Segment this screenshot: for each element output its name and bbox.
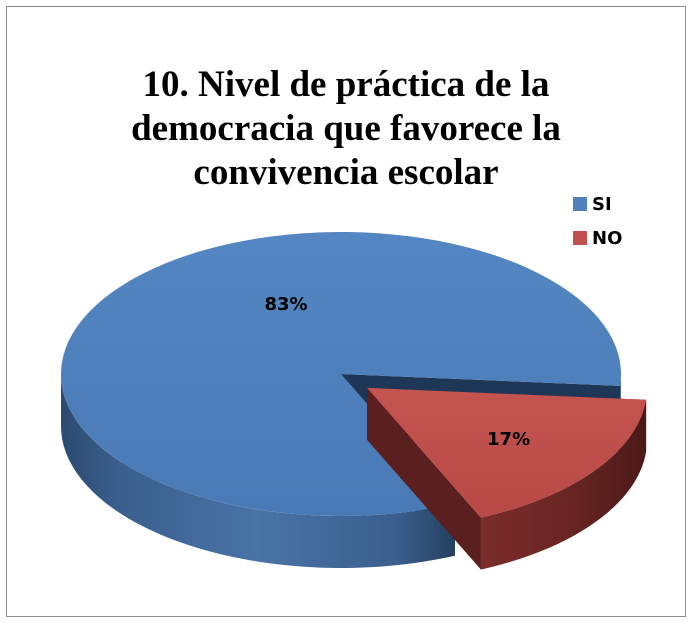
chart-title-line-3: convivencia escolar bbox=[193, 152, 499, 193]
pie-slice-no bbox=[367, 387, 647, 570]
chart-frame: 10. Nivel de práctica de la democracia q… bbox=[6, 6, 686, 617]
legend-swatch-si bbox=[573, 197, 587, 211]
legend-label-si: SI bbox=[592, 193, 612, 215]
pie-slice-si-top bbox=[61, 231, 622, 517]
chart-title-line-1: 10. Nivel de práctica de la bbox=[142, 64, 550, 105]
legend-swatch-no bbox=[573, 231, 587, 245]
chart-title-line-2: democracia que favorece la bbox=[131, 108, 561, 149]
pie-slice-no-top bbox=[367, 387, 647, 518]
pie-chart: 83% 17% bbox=[61, 231, 647, 570]
legend-label-no: NO bbox=[592, 227, 623, 249]
data-label-si: 83% bbox=[264, 294, 307, 315]
pie-slice-no-cut-end bbox=[367, 387, 481, 570]
pie-slices-layer bbox=[61, 231, 647, 570]
pie-slice-si-side-0 bbox=[61, 375, 455, 568]
chart-legend: SI NO bbox=[573, 191, 622, 259]
legend-item-no: NO bbox=[573, 225, 622, 251]
chart-title: 10. Nivel de práctica de la democracia q… bbox=[7, 63, 685, 195]
pie-labels-layer: 83% 17% bbox=[264, 294, 530, 450]
legend-item-si: SI bbox=[573, 191, 622, 217]
data-label-no: 17% bbox=[487, 429, 530, 450]
pie-slice-no-side-0 bbox=[480, 399, 647, 570]
